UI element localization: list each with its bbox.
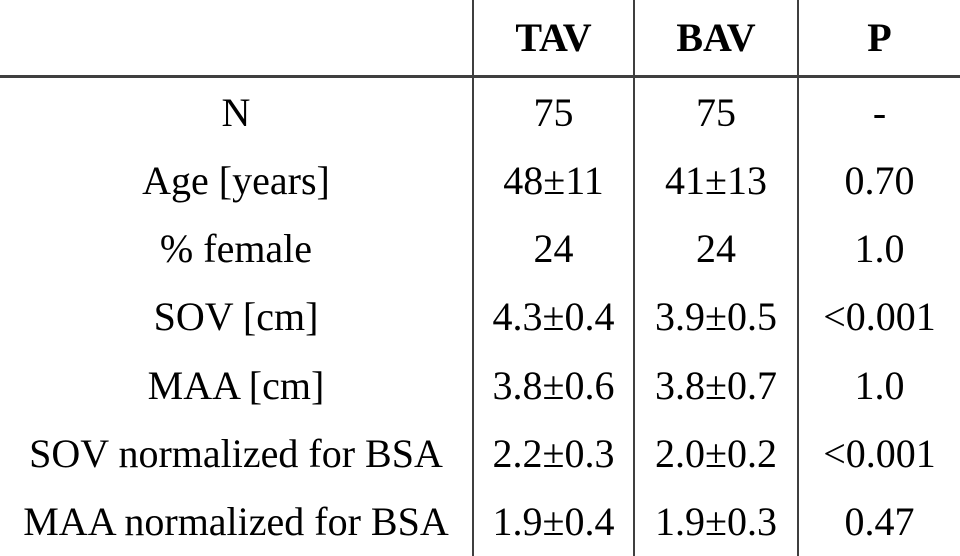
- cell-p: <0.001: [797, 419, 960, 488]
- cell-p: 0.70: [797, 146, 960, 215]
- row-label: Age [years]: [142, 157, 330, 203]
- cell-bav: 75: [633, 76, 798, 147]
- cell-p: 0.47: [797, 487, 960, 556]
- header-row: TAV BAV P: [0, 0, 960, 78]
- table-row: MAA [cm] 3.8±0.6 3.8±0.7 1.0: [0, 351, 960, 420]
- cell-bav: 2.0±0.2: [633, 419, 798, 488]
- cell-tav: 3.8±0.6: [472, 351, 634, 420]
- table-row: SOV [cm] 4.3±0.4 3.9±0.5 <0.001: [0, 282, 960, 352]
- header-blank: [0, 0, 473, 78]
- column-header-bav: BAV: [633, 0, 798, 78]
- table-row: % female 24 24 1.0: [0, 214, 960, 283]
- cell-bav: 41±13: [633, 146, 798, 215]
- cell-tav: 1.9±0.4: [472, 487, 634, 556]
- cell-bav: 3.8±0.7: [633, 351, 798, 420]
- row-label: SOV [cm]: [153, 294, 319, 340]
- cell-p: 1.0: [797, 351, 960, 420]
- cell-tav: 48±11: [472, 146, 634, 215]
- table-row: N 75 75 -: [0, 76, 960, 147]
- row-label: MAA [cm]: [147, 362, 325, 408]
- cell-p: <0.001: [797, 282, 960, 352]
- table-row: MAA normalized for BSA 1.9±0.4 1.9±0.3 0…: [0, 487, 960, 556]
- row-label: MAA normalized for BSA: [23, 499, 449, 545]
- cell-tav: 24: [472, 214, 634, 283]
- column-header-tav: TAV: [472, 0, 634, 78]
- table-row: SOV normalized for BSA 2.2±0.3 2.0±0.2 <…: [0, 419, 960, 488]
- cell-bav: 1.9±0.3: [633, 487, 798, 556]
- cell-tav: 75: [472, 76, 634, 147]
- cell-tav: 4.3±0.4: [472, 282, 634, 352]
- column-header-p: P: [797, 0, 960, 78]
- row-label: SOV normalized for BSA: [29, 431, 443, 477]
- table-row: Age [years] 48±11 41±13 0.70: [0, 146, 960, 215]
- cell-p: 1.0: [797, 214, 960, 283]
- cell-tav: 2.2±0.3: [472, 419, 634, 488]
- cell-bav: 24: [633, 214, 798, 283]
- cell-p: -: [797, 76, 960, 147]
- row-label: N: [221, 89, 251, 135]
- row-label: % female: [159, 226, 313, 272]
- cell-bav: 3.9±0.5: [633, 282, 798, 352]
